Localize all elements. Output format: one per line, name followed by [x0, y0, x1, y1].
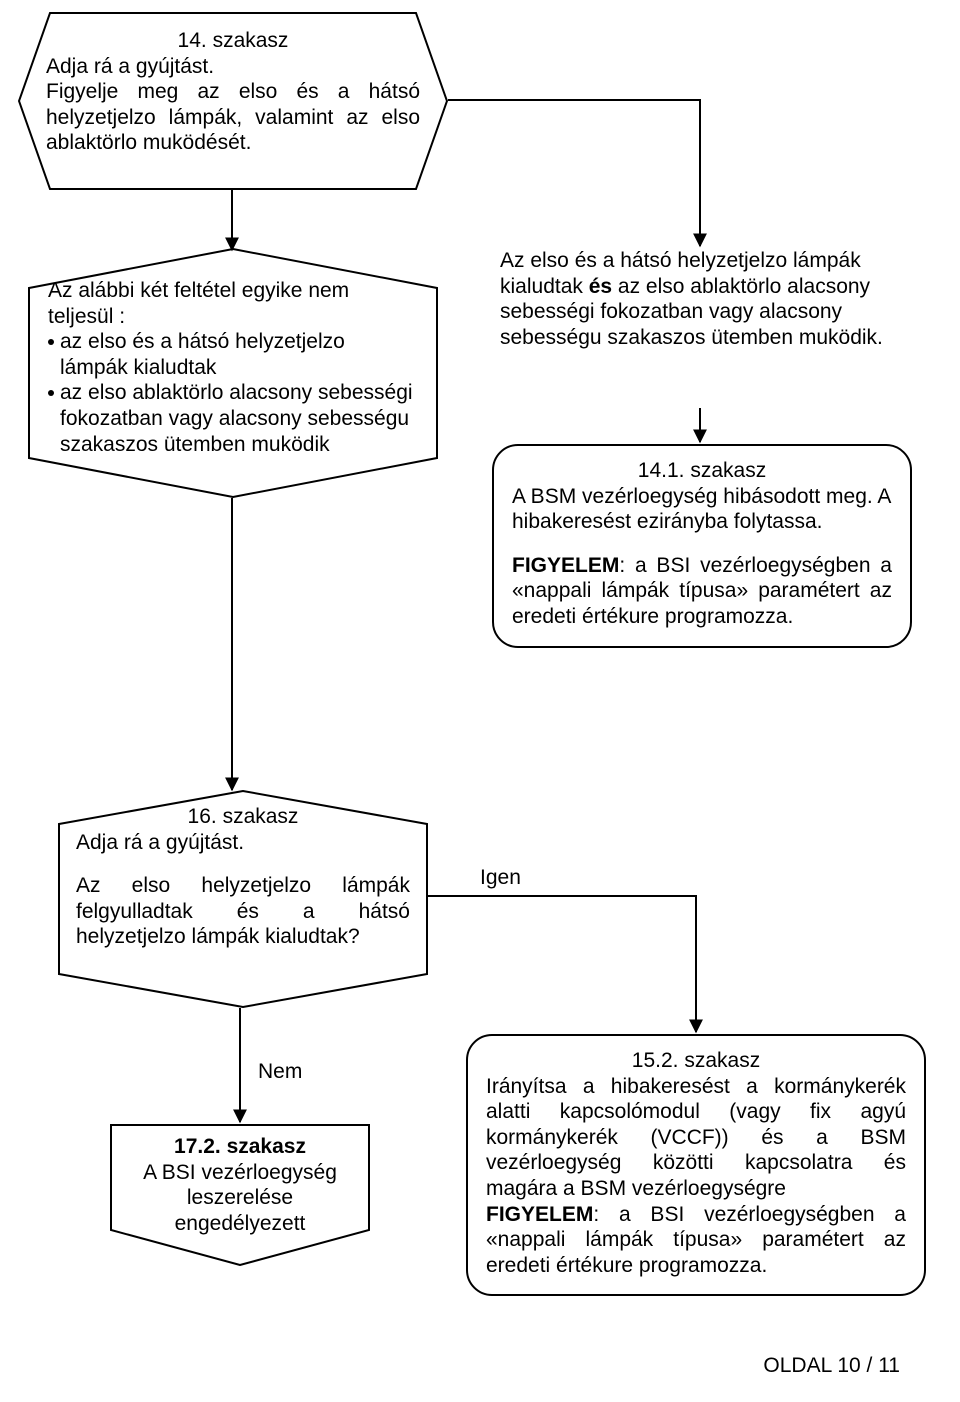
node-line: A BSI vezérloegység leszerelése engedély… — [126, 1160, 354, 1237]
node-line: Az alábbi két feltétel egyike nem teljes… — [48, 278, 418, 329]
node-paragraph: FIGYELEM: a BSI vezérloegységben a «napp… — [512, 553, 892, 630]
node-right-condition-text: Az elso és a hátsó helyzetjelzo lámpák k… — [500, 248, 902, 350]
node-title: 16. szakasz — [76, 804, 410, 830]
node-line: Az elso helyzetjelzo lámpák felgyulladta… — [76, 873, 410, 950]
node-16-szakasz: 16. szakasz Adja rá a gyújtást. Az elso … — [58, 790, 428, 1015]
node-14-1-szakasz: 14.1. szakasz A BSM vezérloegység hibáso… — [492, 444, 912, 648]
text-part: FIGYELEM — [486, 1203, 593, 1226]
node-17-2-szakasz: 17.2. szakasz A BSI vezérloegység leszer… — [110, 1124, 370, 1273]
page-footer: OLDAL 10 / 11 — [763, 1354, 900, 1378]
text-part: és — [589, 275, 612, 298]
edge-label-nem: Nem — [258, 1060, 302, 1084]
edge-label-igen: Igen — [480, 866, 521, 890]
node-condition: Az alábbi két feltétel egyike nem teljes… — [28, 248, 438, 505]
diagram-canvas: 14. szakasz Adja rá a gyújtást. Figyelje… — [0, 0, 960, 1402]
node-title: 15.2. szakasz — [486, 1048, 906, 1074]
text-part: FIGYELEM — [512, 554, 619, 577]
bullet-item: az elso ablaktörlo alacsony sebességi fo… — [48, 380, 418, 457]
bullet-text: az elso ablaktörlo alacsony sebességi fo… — [60, 380, 418, 457]
bullet-dot-icon — [48, 390, 54, 396]
bullet-text: az elso és a hátsó helyzetjelzo lámpák k… — [60, 329, 418, 380]
node-14-szakasz: 14. szakasz Adja rá a gyújtást. Figyelje… — [18, 12, 448, 197]
bullet-dot-icon — [48, 339, 54, 345]
node-title: 14. szakasz — [46, 28, 420, 54]
bullet-item: az elso és a hátsó helyzetjelzo lámpák k… — [48, 329, 418, 380]
node-line: Figyelje meg az elso és a hátsó helyzetj… — [46, 79, 420, 156]
node-paragraph: Irányítsa a hibakeresést a kormánykerék … — [486, 1074, 906, 1202]
node-line: Adja rá a gyújtást. — [76, 830, 410, 856]
node-title: 17.2. szakasz — [126, 1134, 354, 1160]
node-line: Adja rá a gyújtást. — [46, 54, 420, 80]
node-paragraph: A BSM vezérloegység hibásodott meg. A hi… — [512, 484, 892, 535]
node-15-2-szakasz: 15.2. szakasz Irányítsa a hibakeresést a… — [466, 1034, 926, 1296]
node-title: 14.1. szakasz — [512, 458, 892, 484]
node-paragraph: FIGYELEM: a BSI vezérloegységben a «napp… — [486, 1202, 906, 1279]
